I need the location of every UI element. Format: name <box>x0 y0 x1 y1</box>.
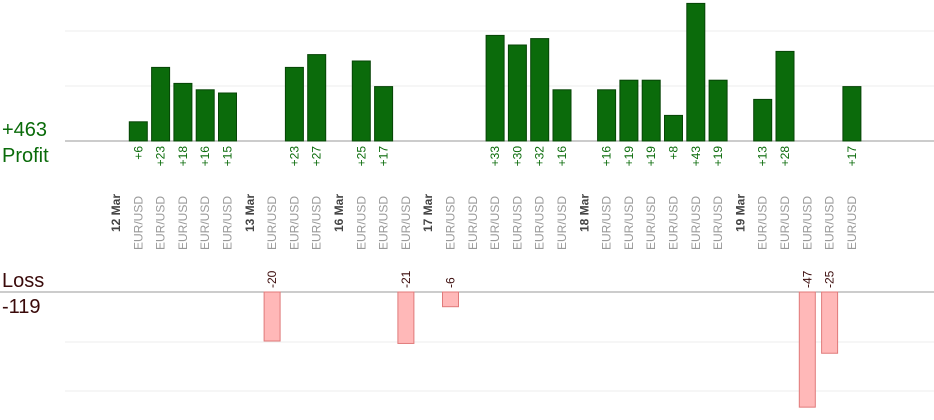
pair-label: EUR/USD <box>756 196 770 250</box>
date-label: 12 Mar <box>109 194 123 232</box>
profit-bar <box>530 38 550 142</box>
profit-bar <box>507 44 527 142</box>
profit-bar <box>775 50 795 142</box>
loss-bar <box>798 291 816 408</box>
pair-label: EUR/USD <box>823 196 837 250</box>
loss-label: Loss <box>2 270 45 292</box>
profit-bar <box>708 79 728 142</box>
profit-value-label: +13 <box>756 146 770 167</box>
date-label: 18 Mar <box>577 194 591 232</box>
pair-label: EUR/USD <box>510 196 524 250</box>
profit-value-label: +19 <box>644 146 658 167</box>
profit-value-label: +19 <box>711 146 725 167</box>
profit-value-label: +17 <box>845 146 859 167</box>
profit-value-label: +23 <box>287 146 301 167</box>
profit-bar <box>619 79 639 142</box>
profit-bar <box>664 114 683 142</box>
pair-label: EUR/USD <box>154 196 168 250</box>
profit-value-label: +16 <box>600 146 614 167</box>
profit-value-label: +30 <box>510 146 524 167</box>
profit-label: Profit <box>2 145 49 167</box>
profit-bar <box>284 66 304 142</box>
pair-label: EUR/USD <box>198 196 212 250</box>
pair-label: EUR/USD <box>265 196 279 250</box>
pair-label: EUR/USD <box>667 196 681 250</box>
loss-value-label: -6 <box>444 277 458 288</box>
pair-label: EUR/USD <box>377 196 391 250</box>
loss-value-label: -21 <box>399 270 413 288</box>
pair-label: EUR/USD <box>644 196 658 250</box>
profit-value-label: +8 <box>667 146 681 160</box>
loss-bar <box>442 291 459 308</box>
pair-label: EUR/USD <box>221 196 235 250</box>
date-label: 13 Mar <box>243 194 257 232</box>
pair-label: EUR/USD <box>354 196 368 250</box>
profit-value-label: +32 <box>533 146 547 167</box>
pair-label: EUR/USD <box>131 196 145 250</box>
profit-bar <box>307 54 327 142</box>
profit-bar <box>641 79 661 142</box>
profit-value-label: +18 <box>176 146 190 167</box>
profit-total: +463 <box>2 119 48 141</box>
pair-label: EUR/USD <box>444 196 458 250</box>
pair-label: EUR/USD <box>711 196 725 250</box>
date-label: 17 Mar <box>421 194 435 232</box>
profit-value-label: +43 <box>689 146 703 167</box>
profit-value-label: +16 <box>555 146 569 167</box>
pair-label: EUR/USD <box>845 196 859 250</box>
profit-value-label: +28 <box>778 146 792 167</box>
loss-total: -119 <box>2 296 41 318</box>
pair-label: EUR/USD <box>310 196 324 250</box>
profit-value-label: +23 <box>154 146 168 167</box>
profit-value-label: +25 <box>354 146 368 167</box>
pair-label: EUR/USD <box>689 196 703 250</box>
profit-bar <box>173 82 193 142</box>
profit-bar <box>195 89 215 142</box>
profit-bar <box>485 34 505 142</box>
profit-value-label: +17 <box>377 146 391 167</box>
pair-label: EUR/USD <box>600 196 614 250</box>
loss-value-label: -25 <box>823 270 837 288</box>
profit-bar <box>151 66 171 142</box>
profit-bar <box>128 121 148 142</box>
profit-bar <box>686 2 706 142</box>
date-label: 16 Mar <box>332 194 346 232</box>
pair-label: EUR/USD <box>287 196 301 250</box>
profit-value-label: +33 <box>488 146 502 167</box>
pair-label: EUR/USD <box>778 196 792 250</box>
pair-label: EUR/USD <box>176 196 190 250</box>
profit-bar <box>842 86 862 142</box>
profit-value-label: +19 <box>622 146 636 167</box>
profit-value-label: +15 <box>221 146 235 167</box>
profit-value-label: +16 <box>198 146 212 167</box>
date-label: 19 Mar <box>733 194 747 232</box>
pair-label: EUR/USD <box>533 196 547 250</box>
profit-value-label: +6 <box>131 146 145 160</box>
profit-bar <box>753 98 773 142</box>
profit-bar <box>552 89 572 142</box>
profit-bar <box>351 60 371 142</box>
profit-bar <box>218 92 237 142</box>
loss-bar <box>263 291 281 342</box>
profit-value-label: +27 <box>310 146 324 167</box>
pair-label: EUR/USD <box>800 196 814 250</box>
pair-label: EUR/USD <box>622 196 636 250</box>
loss-value-label: -47 <box>800 270 814 288</box>
pair-label: EUR/USD <box>488 196 502 250</box>
pair-label: EUR/USD <box>466 196 480 250</box>
loss-bar <box>397 291 415 344</box>
pair-label: EUR/USD <box>399 196 413 250</box>
loss-value-label: -20 <box>265 270 279 288</box>
loss-bar <box>821 291 839 354</box>
pair-label: EUR/USD <box>555 196 569 250</box>
profit-bar <box>597 89 617 142</box>
profit-bar <box>374 86 394 142</box>
